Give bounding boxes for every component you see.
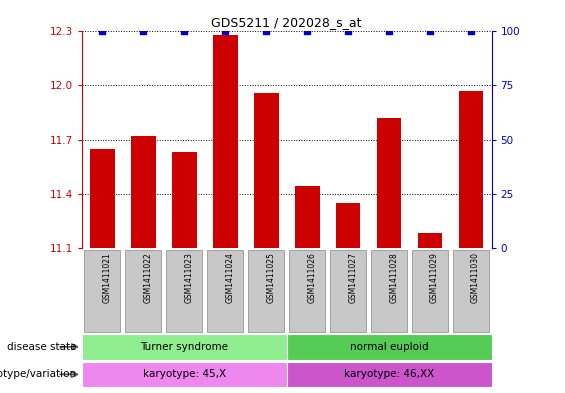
Text: karyotype: 45,X: karyotype: 45,X xyxy=(143,369,226,379)
Text: GSM1411023: GSM1411023 xyxy=(184,252,193,303)
Bar xyxy=(412,250,448,332)
Bar xyxy=(289,250,325,332)
Point xyxy=(221,28,230,35)
Text: normal euploid: normal euploid xyxy=(350,342,428,352)
Bar xyxy=(248,250,284,332)
Bar xyxy=(125,250,162,332)
Bar xyxy=(213,35,238,248)
Bar xyxy=(377,118,401,248)
Point xyxy=(467,28,476,35)
Text: karyotype: 46,XX: karyotype: 46,XX xyxy=(344,369,434,379)
Text: GSM1411029: GSM1411029 xyxy=(430,252,439,303)
Text: Turner syndrome: Turner syndrome xyxy=(140,342,228,352)
Text: GSM1411022: GSM1411022 xyxy=(144,252,153,303)
Text: GSM1411021: GSM1411021 xyxy=(102,252,111,303)
Bar xyxy=(207,250,244,332)
Bar xyxy=(82,362,287,387)
Point xyxy=(425,28,434,35)
Bar xyxy=(172,152,197,248)
Bar xyxy=(330,250,366,332)
Bar xyxy=(84,250,120,332)
Title: GDS5211 / 202028_s_at: GDS5211 / 202028_s_at xyxy=(211,16,362,29)
Point xyxy=(385,28,394,35)
Bar xyxy=(459,91,484,248)
Bar xyxy=(82,334,287,360)
Bar xyxy=(90,149,115,248)
Text: disease state: disease state xyxy=(7,342,76,352)
Bar xyxy=(371,250,407,332)
Bar xyxy=(336,202,360,248)
Bar xyxy=(166,250,202,332)
Point xyxy=(303,28,312,35)
Text: GSM1411024: GSM1411024 xyxy=(225,252,234,303)
Bar xyxy=(254,93,279,248)
Bar xyxy=(453,250,489,332)
Text: GSM1411028: GSM1411028 xyxy=(389,252,398,303)
Bar xyxy=(287,362,492,387)
Bar xyxy=(131,136,155,248)
Text: genotype/variation: genotype/variation xyxy=(0,369,76,379)
Point xyxy=(180,28,189,35)
Point xyxy=(98,28,107,35)
Bar xyxy=(418,233,442,248)
Point xyxy=(262,28,271,35)
Text: GSM1411030: GSM1411030 xyxy=(471,252,480,303)
Text: GSM1411026: GSM1411026 xyxy=(307,252,316,303)
Bar xyxy=(295,186,320,248)
Point xyxy=(344,28,353,35)
Text: GSM1411025: GSM1411025 xyxy=(266,252,275,303)
Bar xyxy=(287,334,492,360)
Point xyxy=(139,28,148,35)
Text: GSM1411027: GSM1411027 xyxy=(348,252,357,303)
